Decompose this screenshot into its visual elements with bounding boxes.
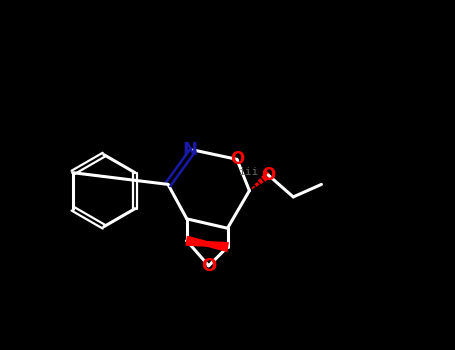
Text: O: O: [201, 257, 216, 275]
Polygon shape: [186, 236, 228, 247]
Text: iii: iii: [239, 167, 259, 177]
Polygon shape: [187, 241, 228, 251]
Text: O: O: [261, 166, 275, 184]
Text: O: O: [230, 150, 244, 168]
Text: N: N: [182, 141, 197, 159]
